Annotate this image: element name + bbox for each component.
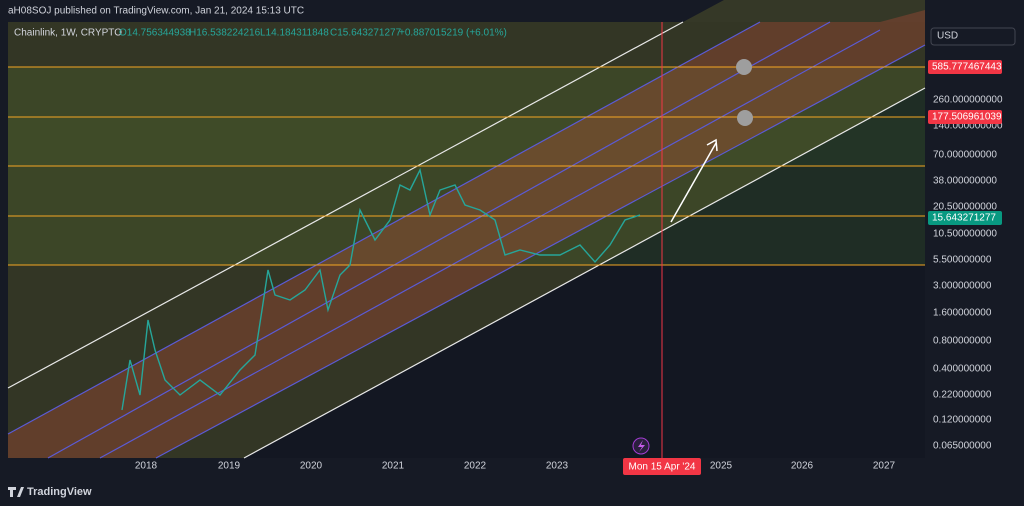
target-point — [736, 59, 752, 75]
price-label: 260.000000000 — [933, 95, 1003, 106]
price-marker-box — [928, 211, 1002, 225]
ohlc-close: C15.643271277 — [330, 28, 402, 39]
band-line — [99, 29, 881, 459]
arrow — [670, 142, 717, 223]
price-label: 0.220000000 — [933, 390, 992, 401]
channel-line — [243, 87, 926, 459]
ohlc-low: L14.184311848 — [260, 28, 329, 39]
price-label: 140.000000000 — [933, 121, 1003, 132]
price-marker-box — [928, 110, 1002, 124]
channel-line — [7, 21, 684, 389]
price-label: 0.120000000 — [933, 415, 992, 426]
time-label: 2025 — [710, 461, 733, 472]
price-label: 5.500000000 — [933, 255, 992, 266]
footer — [0, 482, 1024, 506]
target-point — [737, 110, 753, 126]
price-marker: 15.643271277 — [932, 213, 996, 224]
price-label: 0.800000000 — [933, 336, 992, 347]
price-marker: 585.777467443 — [932, 62, 1002, 73]
inner-band — [8, 10, 925, 458]
price-line — [121, 167, 641, 411]
time-label: 2022 — [464, 461, 487, 472]
logo — [8, 487, 24, 497]
time-label: 2023 — [546, 461, 569, 472]
published-text: aH08SOJ published on TradingView.com, Ja… — [8, 6, 304, 17]
time-label: 2019 — [218, 461, 241, 472]
price-label: 70.000000000 — [933, 150, 997, 161]
zone — [8, 117, 925, 166]
currency: USD — [937, 31, 958, 42]
price-label: 38.000000000 — [933, 176, 997, 187]
symbol: Chainlink, 1W, CRYPTO — [14, 28, 122, 39]
time-label: 2021 — [382, 461, 405, 472]
price-label: 0.400000000 — [933, 364, 992, 375]
price-label: 20.500000000 — [933, 202, 997, 213]
time-label: 2018 — [135, 461, 158, 472]
channel-fill — [8, 0, 925, 458]
price-label: 3.000000000 — [933, 281, 992, 292]
price-label: 1.600000000 — [933, 308, 992, 319]
lightning — [638, 440, 645, 452]
brand: TradingView — [27, 486, 92, 498]
band-line — [155, 44, 926, 459]
ohlc-high: H16.538224216 — [189, 28, 261, 39]
cursor-label: Mon 15 Apr '24 — [629, 462, 696, 473]
currency-box[interactable] — [930, 27, 1016, 46]
band-line — [47, 21, 831, 459]
levels — [8, 66, 925, 266]
chart-area — [7, 0, 926, 459]
time-label: 2020 — [300, 461, 323, 472]
cursor-box — [623, 458, 701, 475]
time-label: 2027 — [873, 461, 896, 472]
ohlc-change: +0.887015219 (+6.01%) — [399, 28, 507, 39]
price-marker: 177.506961039 — [932, 112, 1002, 123]
time-label: 2026 — [791, 461, 814, 472]
price-marker-box — [928, 60, 1002, 74]
price-label: 0.065000000 — [933, 441, 992, 452]
plot — [8, 22, 925, 458]
arrow-head — [706, 138, 718, 152]
price-label: 10.500000000 — [933, 229, 997, 240]
ohlc-open: O14.756344938 — [119, 28, 191, 39]
